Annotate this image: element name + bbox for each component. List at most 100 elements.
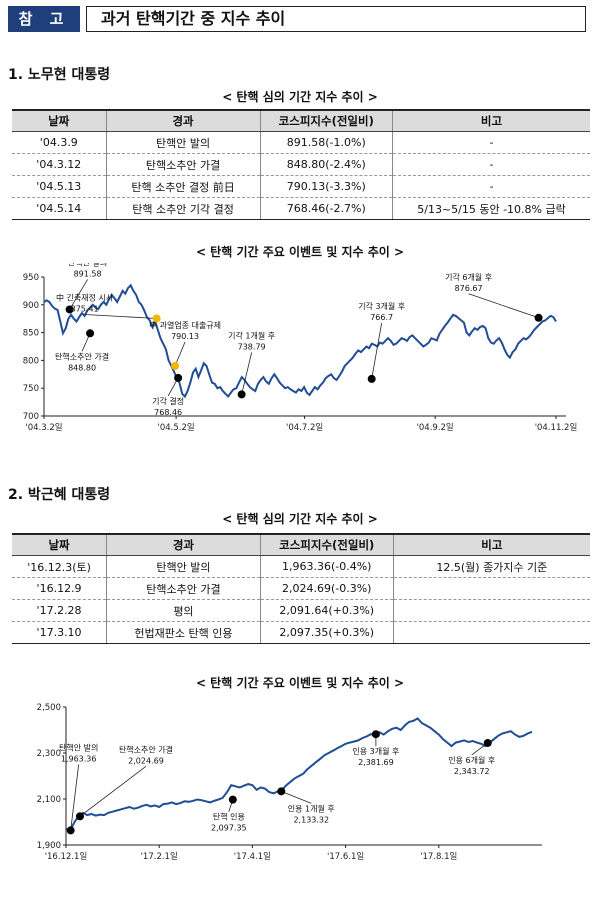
kospi-2016-chart: 1,900 2,100 2,300 2,500 '16.12.1일 '17.2.1일 '17… (37, 703, 542, 862)
cell: 891.58(-1.0%) (260, 131, 393, 154)
section2-table: 날짜 경과 코스피지수(전일비) 비고 '16.12.3(토) 탄핵안 발의 1,9… (12, 533, 590, 644)
col-date: 날짜 (12, 533, 108, 556)
event-label: 인용 1개월 후 (288, 803, 335, 813)
event-marker (483, 738, 492, 747)
cell: '16.12.3(토) (12, 555, 108, 578)
event-value-label: 2,133.32 (293, 815, 329, 824)
event-label: 中 과열업종 대출규제 (149, 320, 221, 330)
event-marker (371, 730, 380, 739)
event-marker (237, 390, 246, 399)
section1-table: 날짜 경과 코스피지수(전일비) 비고 '04.3.9 탄핵안 발의 891.58(… (12, 109, 590, 220)
table-row: '17.3.10 헌법재판소 탄핵 인용 2,097.35(+0.3%) (12, 621, 590, 644)
section1-title: 1. 노무현 대통령 (8, 67, 111, 83)
x-tick-label: '04.11.2일 (535, 423, 578, 433)
cell: '04.3.9 (12, 131, 107, 154)
x-tick-label: '04.7.2일 (286, 423, 323, 433)
section2-title: 2. 박근혜 대통령 (8, 487, 111, 503)
event-leader-line (241, 352, 253, 395)
x-tick-label: '16.12.1일 (45, 852, 88, 862)
event-value-label: 2,381.69 (358, 758, 394, 767)
x-tick-label: '17.4.1일 (234, 852, 271, 862)
event-label: 中 긴축재정 시사 (56, 292, 114, 302)
reference-badge: 참 고 (8, 6, 80, 32)
col-kospi: 코스피지수(전일비) (260, 109, 393, 132)
event-marker (171, 361, 180, 370)
cell: 5/13~5/15 동안 -10.8% 급락 (392, 197, 590, 220)
y-tick-label: 950 (23, 273, 39, 283)
event-label: 탄핵 인용 (213, 812, 245, 822)
event-leader-line (69, 279, 88, 310)
cell: 탄핵안 발의 (106, 555, 261, 578)
event-leader-line (371, 322, 383, 379)
cell: '17.3.10 (12, 621, 108, 644)
y-tick-label: 750 (23, 384, 39, 394)
section2-table-caption: < 탄핵 심의 기간 지수 추이 > (222, 512, 378, 526)
section2-chart-caption: < 탄핵 기간 주요 이벤트 및 지수 추이 > (195, 676, 405, 690)
event-label: 기각 1개월 후 (228, 330, 275, 340)
x-tick-label: '17.2.1일 (141, 852, 178, 862)
col-kospi: 코스피지수(전일비) (260, 533, 394, 556)
y-tick-label: 800 (23, 356, 39, 366)
doc-header: 참 고 과거 탄핵기간 중 지수 추이 (8, 6, 586, 32)
event-leader-line (70, 764, 80, 831)
event-value-label: 876.67 (455, 284, 483, 293)
event-value-label: 848.80 (68, 363, 96, 372)
cell: 탄핵 소추안 결정 前日 (106, 175, 261, 198)
kospi-series-line (43, 283, 557, 399)
event-marker (174, 373, 183, 382)
event-value-label: 1,963.36 (61, 754, 97, 763)
kospi-series-line (65, 717, 533, 832)
event-value-label: 766.7 (370, 313, 393, 322)
event-label: 인용 6개월 후 (448, 755, 495, 765)
event-value-label: 875.41 (71, 304, 99, 313)
cell: 2,091.64(+0.3%) (260, 599, 394, 622)
cell: 탄핵안 발의 (106, 131, 261, 154)
table-row: '17.2.28 평의 2,091.64(+0.3%) (12, 599, 590, 622)
cell: '04.5.13 (12, 175, 107, 198)
cell: - (392, 175, 590, 198)
cell: 평의 (106, 599, 261, 622)
event-marker (152, 314, 161, 323)
event-marker (66, 826, 75, 835)
event-label: 기각 6개월 후 (445, 272, 492, 282)
cell: 2,024.69(-0.3%) (260, 577, 394, 600)
event-label: 탄핵안 발의 (68, 263, 107, 267)
y-tick-label: 900 (23, 301, 39, 311)
table-row: '16.12.3(토) 탄핵안 발의 1,963.36(-0.4%) 12.5(월) … (12, 555, 590, 578)
event-leader-line (84, 314, 157, 319)
col-date: 날짜 (12, 109, 107, 132)
x-tick-label: '04.3.2일 (25, 423, 62, 433)
event-marker (65, 305, 74, 314)
event-value-label: 738.79 (238, 342, 266, 351)
cell: 헌법재판소 탄핵 인용 (106, 621, 261, 644)
cell: 12.5(월) 종가지수 기준 (393, 555, 590, 578)
cell: - (392, 153, 590, 176)
kospi-2004-chart: 700 750 800 850 900 950 '04.3.2일 '04.5.2일 '04.7.… (23, 263, 578, 433)
cell (393, 577, 590, 600)
col-note: 비고 (392, 109, 590, 132)
cell: 탄핵소추안 가결 (106, 153, 261, 176)
cell: 768.46(-2.7%) (260, 197, 393, 220)
cell: 790.13(-3.3%) (260, 175, 393, 198)
table-row: '16.12.9 탄핵소추안 가결 2,024.69(-0.3%) (12, 577, 590, 600)
event-marker (367, 374, 376, 383)
table-row: '04.5.13 탄핵 소추안 결정 前日 790.13(-3.3%) - (12, 175, 590, 198)
table-row: '04.3.12 탄핵소추안 가결 848.80(-2.4%) - (12, 153, 590, 176)
section1-table-caption: < 탄핵 심의 기간 지수 추이 > (222, 90, 378, 104)
x-tick-label: '17.8.1일 (420, 852, 457, 862)
event-value-label: 2,097.35 (211, 824, 247, 833)
cell: 탄핵 소추안 기각 결정 (106, 197, 261, 220)
cell: 848.80(-2.4%) (260, 153, 393, 176)
y-tick-label: 2,300 (37, 749, 61, 759)
event-leader-line (79, 766, 147, 817)
x-tick-label: '04.5.2일 (157, 423, 194, 433)
event-value-label: 768.46 (154, 408, 182, 417)
event-value-label: 891.58 (74, 269, 102, 278)
event-label: 기각 3개월 후 (358, 301, 405, 311)
event-leader-line (281, 790, 312, 804)
cell: - (392, 131, 590, 154)
x-tick-label: '04.9.2일 (417, 423, 454, 433)
y-tick-label: 2,100 (37, 795, 61, 805)
y-tick-label: 700 (23, 412, 39, 422)
table-row: '04.5.14 탄핵 소추안 기각 결정 768.46(-2.7%) 5/13~5/… (12, 197, 590, 220)
